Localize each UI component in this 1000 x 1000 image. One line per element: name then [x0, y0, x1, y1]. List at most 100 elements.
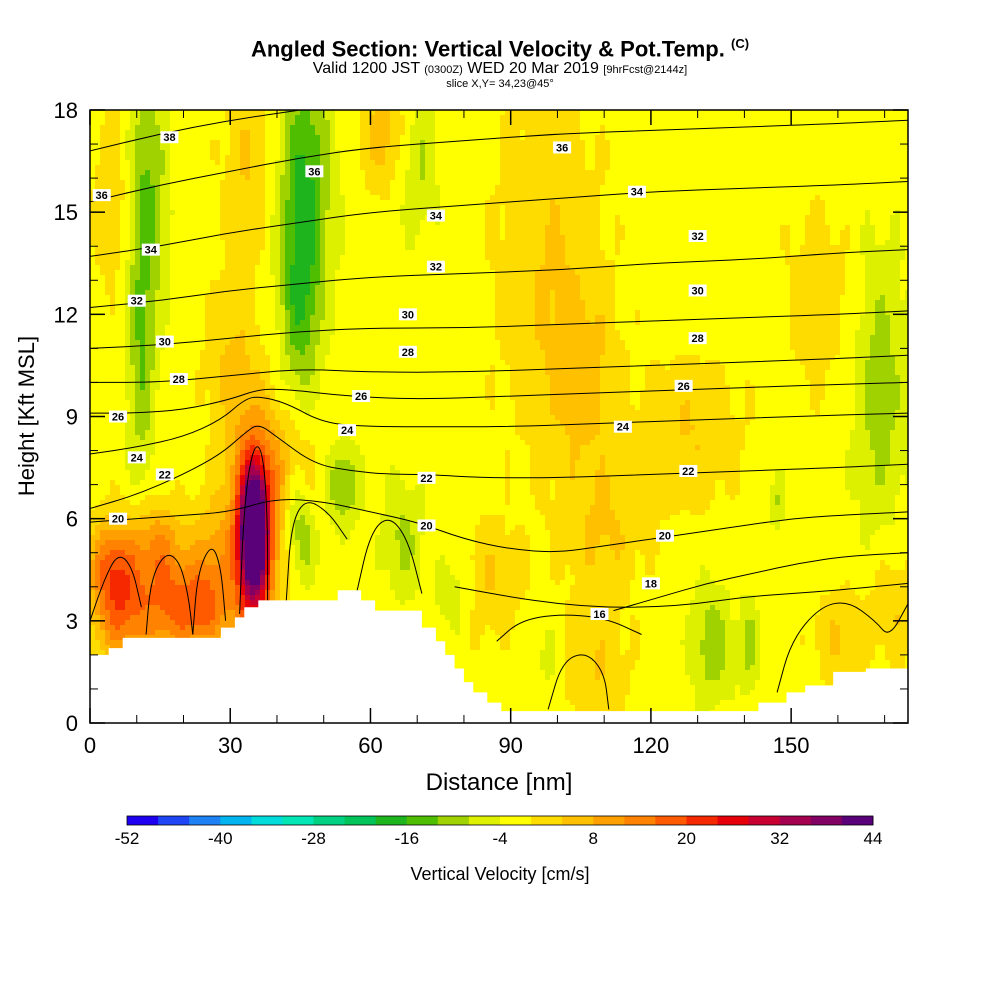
- heatmap-cell: [680, 145, 686, 151]
- heatmap-cell: [455, 135, 461, 141]
- heatmap-cell: [515, 230, 521, 236]
- heatmap-cell: [480, 135, 486, 141]
- heatmap-cell: [760, 220, 766, 226]
- heatmap-cell: [670, 235, 676, 241]
- heatmap-cell: [710, 255, 716, 261]
- heatmap-cell: [210, 210, 216, 216]
- heatmap-cell: [210, 160, 216, 166]
- heatmap-cell: [130, 230, 136, 236]
- heatmap-cell: [420, 260, 426, 266]
- heatmap-cell: [675, 255, 681, 261]
- heatmap-cell: [105, 230, 111, 236]
- heatmap-cell: [140, 205, 146, 211]
- heatmap-cell: [470, 150, 476, 156]
- heatmap-cell: [735, 140, 741, 146]
- heatmap-cell: [775, 120, 781, 126]
- heatmap-cell: [90, 150, 96, 156]
- heatmap-cell: [810, 255, 816, 261]
- heatmap-cell: [730, 210, 736, 216]
- heatmap-cell: [140, 215, 146, 221]
- heatmap-cell: [680, 120, 686, 126]
- heatmap-cell: [660, 200, 666, 206]
- heatmap-cell: [555, 135, 561, 141]
- heatmap-cell: [280, 215, 286, 221]
- heatmap-cell: [695, 155, 701, 161]
- heatmap-cell: [530, 115, 536, 121]
- heatmap-cell: [700, 130, 706, 136]
- heatmap-cell: [125, 160, 131, 166]
- heatmap-cell: [320, 260, 326, 266]
- heatmap-cell: [605, 230, 611, 236]
- heatmap-cell: [195, 200, 201, 206]
- heatmap-cell: [180, 260, 186, 266]
- heatmap-cell: [150, 135, 156, 141]
- heatmap-cell: [335, 195, 341, 201]
- heatmap-cell: [425, 175, 431, 181]
- heatmap-cell: [215, 195, 221, 201]
- heatmap-cell: [485, 195, 491, 201]
- heatmap-cell: [165, 240, 171, 246]
- heatmap-cell: [140, 235, 146, 241]
- heatmap-cell: [490, 170, 496, 176]
- heatmap-cell: [660, 240, 666, 246]
- heatmap-cell: [220, 185, 226, 191]
- heatmap-cell: [185, 250, 191, 256]
- heatmap-cell: [445, 110, 451, 116]
- heatmap-cell: [685, 250, 691, 256]
- heatmap-cell: [720, 195, 726, 201]
- heatmap-cell: [545, 195, 551, 201]
- heatmap-cell: [335, 240, 341, 246]
- heatmap-cell: [570, 205, 576, 211]
- heatmap-cell: [320, 175, 326, 181]
- heatmap-cell: [590, 235, 596, 241]
- heatmap-cell: [200, 155, 206, 161]
- heatmap-cell: [315, 180, 321, 186]
- heatmap-cell: [305, 160, 311, 166]
- heatmap-cell: [860, 250, 866, 256]
- heatmap-cell: [475, 130, 481, 136]
- heatmap-cell: [485, 120, 491, 126]
- heatmap-cell: [270, 245, 276, 251]
- heatmap-cell: [810, 115, 816, 121]
- heatmap-cell: [415, 190, 421, 196]
- heatmap-cell: [230, 200, 236, 206]
- heatmap-cell: [555, 125, 561, 131]
- heatmap-cell: [835, 130, 841, 136]
- heatmap-cell: [500, 230, 506, 236]
- heatmap-cell: [635, 160, 641, 166]
- heatmap-cell: [750, 230, 756, 236]
- heatmap-cell: [775, 185, 781, 191]
- heatmap-cell: [590, 220, 596, 226]
- heatmap-cell: [710, 235, 716, 241]
- heatmap-cell: [245, 110, 251, 116]
- heatmap-cell: [820, 205, 826, 211]
- heatmap-cell: [450, 190, 456, 196]
- heatmap-cell: [310, 135, 316, 141]
- heatmap-cell: [795, 225, 801, 231]
- heatmap-cell: [350, 150, 356, 156]
- heatmap-cell: [615, 185, 621, 191]
- heatmap-cell: [135, 120, 141, 126]
- heatmap-cell: [475, 165, 481, 171]
- heatmap-cell: [290, 175, 296, 181]
- heatmap-cell: [830, 175, 836, 181]
- heatmap-cell: [530, 150, 536, 156]
- heatmap-cell: [685, 210, 691, 216]
- heatmap-cell: [335, 255, 341, 261]
- heatmap-cell: [450, 130, 456, 136]
- heatmap-cell: [665, 195, 671, 201]
- heatmap-cell: [905, 110, 908, 116]
- heatmap-cell: [650, 115, 656, 121]
- heatmap-cell: [235, 110, 241, 116]
- heatmap-cell: [365, 185, 371, 191]
- heatmap-cell: [280, 115, 286, 121]
- heatmap-cell: [465, 115, 471, 121]
- heatmap-cell: [395, 205, 401, 211]
- heatmap-cell: [615, 195, 621, 201]
- heatmap-cell: [445, 240, 451, 246]
- heatmap-cell: [640, 250, 646, 256]
- heatmap-cell: [300, 220, 306, 226]
- heatmap-cell: [345, 230, 351, 236]
- heatmap-cell: [470, 225, 476, 231]
- heatmap-cell: [355, 110, 361, 116]
